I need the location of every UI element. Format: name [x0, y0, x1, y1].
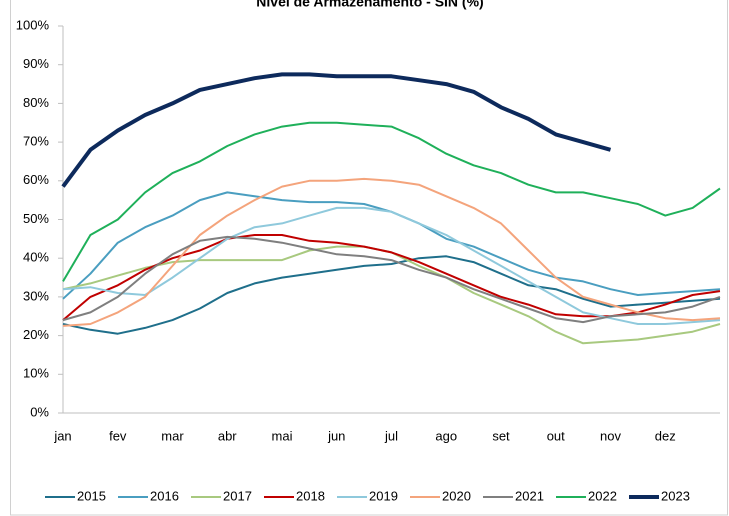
legend-label: 2017 [223, 488, 252, 503]
x-tick-label: dez [655, 428, 676, 443]
legend-label: 2023 [661, 488, 690, 503]
x-tick-label: set [492, 428, 510, 443]
y-tick-label: 100% [16, 17, 50, 32]
x-tick-label: abr [218, 428, 237, 443]
x-tick-label: out [547, 428, 565, 443]
y-tick-label: 0% [30, 404, 49, 419]
series-line [61, 72, 612, 188]
series-line [62, 177, 721, 327]
series-line [62, 255, 721, 335]
y-tick-label: 90% [23, 56, 49, 71]
legend-label: 2019 [369, 488, 398, 503]
legend-label: 2015 [77, 488, 106, 503]
y-tick-label: 40% [23, 250, 49, 265]
legend-label: 2018 [296, 488, 325, 503]
series-line [62, 121, 721, 282]
legend-label: 2022 [588, 488, 617, 503]
legend-label: 2020 [442, 488, 471, 503]
legend-label: 2016 [150, 488, 179, 503]
x-tick-label: fev [109, 428, 127, 443]
y-tick-label: 70% [23, 134, 49, 149]
y-tick-label: 10% [23, 366, 49, 381]
x-tick-label: mai [272, 428, 293, 443]
x-tick-label: mar [161, 428, 184, 443]
y-tick-label: 80% [23, 95, 49, 110]
x-tick-label: jan [53, 428, 71, 443]
y-tick-label: 50% [23, 211, 49, 226]
x-tick-label: jun [327, 428, 345, 443]
series-line [62, 235, 721, 324]
y-tick-label: 60% [23, 172, 49, 187]
x-tick-label: jul [384, 428, 398, 443]
legend-label: 2021 [515, 488, 544, 503]
y-tick-label: 20% [23, 327, 49, 342]
x-tick-label: ago [435, 428, 457, 443]
x-tick-label: nov [600, 428, 621, 443]
y-tick-label: 30% [23, 288, 49, 303]
series-line [62, 206, 721, 325]
chart-title: Nível de Armazenamento - SIN (%) [256, 0, 483, 10]
